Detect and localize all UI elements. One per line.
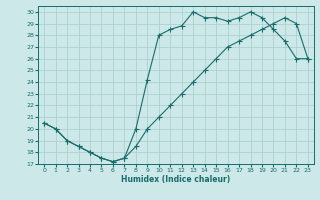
X-axis label: Humidex (Indice chaleur): Humidex (Indice chaleur): [121, 175, 231, 184]
